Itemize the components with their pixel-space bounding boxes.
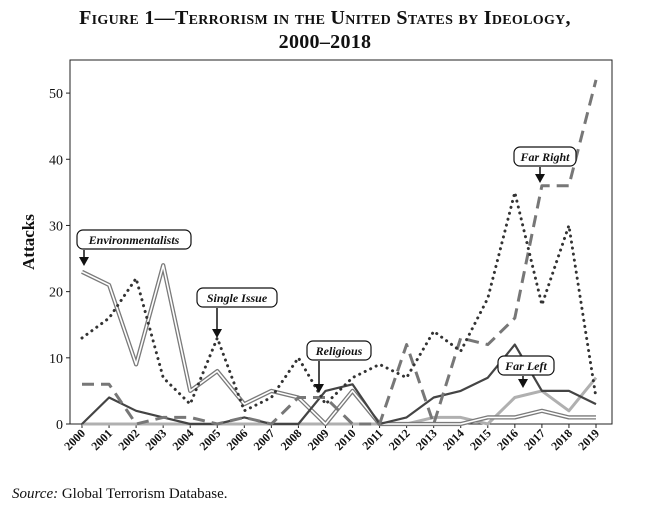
callout-arrow-head bbox=[535, 174, 545, 183]
callout-box bbox=[497, 355, 555, 376]
x-tick-label: 2008 bbox=[278, 426, 305, 453]
x-tick-label: 2018 bbox=[548, 426, 575, 453]
x-tick-label: 2019 bbox=[575, 426, 602, 453]
x-tick-label: 2000 bbox=[61, 426, 88, 453]
title-line-2: 2000–2018 bbox=[278, 31, 372, 53]
callout-single-issue: Single Issue bbox=[196, 287, 278, 338]
x-tick-label: 2003 bbox=[142, 426, 169, 453]
x-tick-label: 2009 bbox=[305, 426, 332, 453]
series-lines bbox=[80, 79, 598, 427]
callout-box bbox=[513, 146, 577, 167]
x-tick-label: 2013 bbox=[413, 426, 440, 453]
source-label: Source: bbox=[12, 486, 59, 502]
y-tick-label: 10 bbox=[49, 352, 63, 367]
callout-environmentalists: Environmentalists bbox=[76, 229, 192, 266]
callout-label: Far Right bbox=[519, 150, 570, 164]
chart-title: Figure 1—Terrorism in the United States … bbox=[0, 6, 650, 54]
x-tick-label: 2002 bbox=[115, 426, 142, 453]
series-line-environmentalists-inner bbox=[81, 264, 596, 425]
callout-arrow-head bbox=[518, 379, 528, 388]
y-axis-label: Attacks bbox=[19, 214, 38, 270]
callout-label: Religious bbox=[315, 344, 363, 358]
x-tick-label: 2010 bbox=[332, 426, 359, 453]
x-tick-label: 2005 bbox=[197, 426, 224, 453]
y-tick-label: 0 bbox=[56, 418, 63, 433]
x-tick-label: 2016 bbox=[494, 426, 521, 453]
callout-box bbox=[306, 340, 372, 361]
x-tick-label: 2001 bbox=[88, 426, 115, 453]
callout-far-left: Far Left bbox=[497, 355, 555, 388]
x-tick-label: 2007 bbox=[251, 426, 278, 453]
callout-far-right: Far Right bbox=[513, 146, 577, 183]
y-tick-label: 50 bbox=[49, 87, 63, 102]
series-line-far-left bbox=[82, 376, 598, 426]
callout-arrow-head bbox=[212, 329, 222, 338]
series-line-religious bbox=[81, 343, 597, 426]
title-line-1: Figure 1—Terrorism in the United States … bbox=[79, 7, 571, 29]
callout-religious: Religious bbox=[306, 340, 372, 393]
callout-label: Environmentalists bbox=[88, 233, 180, 247]
callout-box bbox=[196, 287, 278, 308]
x-tick-label: 2011 bbox=[359, 426, 385, 452]
callout-arrow-head bbox=[314, 384, 324, 393]
x-tick-label: 2006 bbox=[224, 426, 251, 453]
x-tick-label: 2004 bbox=[169, 426, 196, 453]
annotations: Environmentalists Single Issue Religious Fa… bbox=[76, 146, 577, 393]
callout-label: Single Issue bbox=[207, 291, 268, 305]
y-tick-label: 30 bbox=[49, 219, 63, 234]
y-tick-label: 40 bbox=[49, 153, 63, 168]
callout-box bbox=[76, 229, 192, 250]
callout-label: Far Left bbox=[504, 359, 547, 373]
source-text: Global Terrorism Database. bbox=[61, 486, 228, 502]
x-tick-label: 2017 bbox=[521, 426, 548, 453]
x-tick-label: 2012 bbox=[386, 426, 413, 453]
y-tick-label: 20 bbox=[49, 286, 63, 301]
source-note: Source: Global Terrorism Database. bbox=[12, 486, 228, 503]
x-tick-label: 2015 bbox=[467, 426, 494, 453]
x-tick-label: 2014 bbox=[440, 426, 467, 453]
callout-arrow-head bbox=[79, 257, 89, 266]
